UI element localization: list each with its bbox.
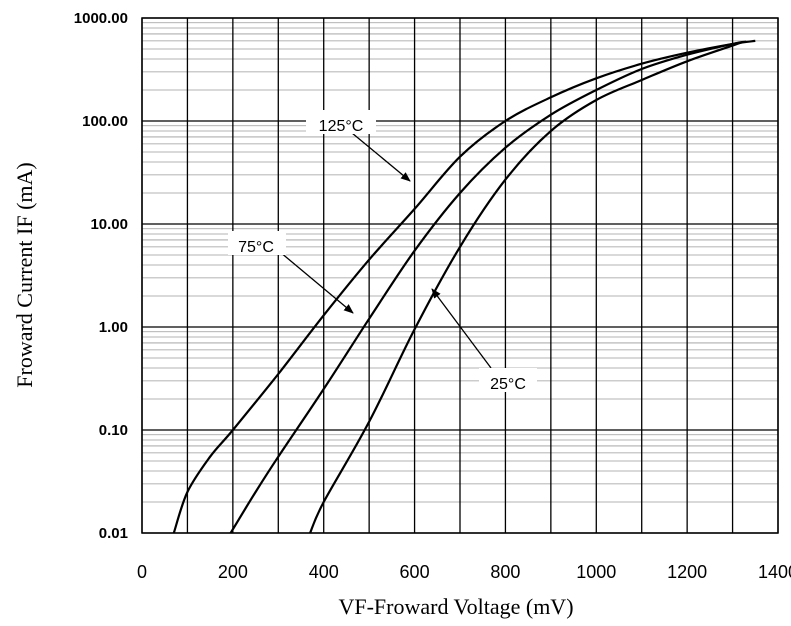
annotation-label-25c: 25°C <box>490 376 526 393</box>
x-tick-label: 1400 <box>758 562 791 582</box>
series-line-25c <box>309 41 743 534</box>
grid <box>141 17 779 534</box>
y-tick-labels: 0.01 0.10 1.00 10.00 100.00 1000.00 <box>74 10 128 542</box>
x-tick-label: 400 <box>309 562 339 582</box>
annotation-arrow-75c <box>279 251 354 314</box>
y-axis-label: Froward Current IF (mA) <box>12 162 37 387</box>
series-line-75c <box>229 40 747 534</box>
series-line-125c <box>172 39 756 534</box>
annotations: 125°C 75°C 25°C <box>228 110 537 393</box>
y-tick-label: 1.00 <box>99 319 128 336</box>
annotation-label-125c: 125°C <box>319 118 364 135</box>
annotation-box-25c <box>479 368 537 392</box>
y-tick-label: 0.01 <box>99 525 128 542</box>
x-tick-label: 0 <box>137 562 147 582</box>
annotation-arrow-25c <box>431 288 492 369</box>
annotation-label-75c: 75°C <box>238 239 274 256</box>
annotation-box-125c <box>306 110 376 134</box>
x-tick-label: 800 <box>490 562 520 582</box>
plot-frame <box>141 17 779 534</box>
y-tick-label: 100.00 <box>82 113 128 130</box>
x-tick-labels: 0 200 400 600 800 1000 1200 1400 <box>137 562 791 582</box>
x-tick-label: 200 <box>218 562 248 582</box>
x-tick-label: 1200 <box>667 562 707 582</box>
y-tick-label: 0.10 <box>99 422 128 439</box>
y-tick-label: 1000.00 <box>74 10 128 27</box>
x-tick-label: 1000 <box>576 562 616 582</box>
y-tick-label: 10.00 <box>90 216 128 233</box>
annotation-box-75c <box>228 231 286 255</box>
x-axis-label: VF-Froward Voltage (mV) <box>338 594 573 619</box>
curves <box>172 39 756 534</box>
annotation-arrow-125c <box>351 132 411 182</box>
x-tick-label: 600 <box>400 562 430 582</box>
